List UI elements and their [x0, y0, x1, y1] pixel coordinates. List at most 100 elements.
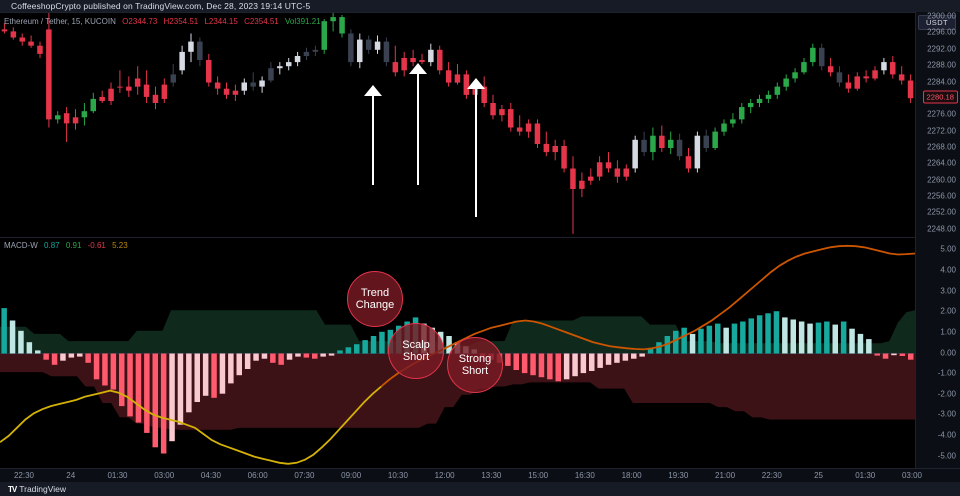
candle-body [223, 88, 230, 95]
macd-legend-value-1: 0.87 [44, 241, 60, 250]
macd-histogram-bar [261, 353, 268, 359]
macd-histogram-bar [731, 323, 738, 354]
price-axis-label: 2272.00 [927, 126, 956, 136]
candle-body [863, 76, 869, 79]
candle-body [596, 162, 603, 177]
candle-body [392, 62, 399, 73]
candle-body [303, 51, 310, 56]
last-price-tag[interactable]: 2280.18 [922, 90, 958, 104]
price-axis[interactable]: USDT 2300.00 2296.00 2292.00 2288.00 2284.00… [915, 12, 960, 237]
price-axis-label: 2252.00 [927, 207, 956, 217]
macd-histogram-bar [547, 353, 553, 380]
time-axis-label: 13:30 [481, 471, 502, 480]
macd-histogram-bar [605, 353, 612, 365]
macd-histogram-bar [849, 328, 855, 354]
arrow-shaft [417, 70, 419, 185]
candle-body [641, 139, 647, 153]
currency-badge[interactable]: USDT [918, 15, 956, 30]
candle-body [739, 107, 745, 120]
annotation-trend-change[interactable]: Trend Change [347, 271, 403, 327]
time-axis-label: 16:30 [574, 471, 595, 480]
macd-histogram-bar [563, 353, 570, 380]
macd-histogram-bar [18, 330, 24, 354]
time-axis-label: 12:00 [434, 471, 455, 480]
macd-axis-label: 1.00 [940, 327, 956, 337]
candle-body [410, 58, 416, 63]
candle-body [747, 103, 754, 108]
price-chart-pane[interactable] [0, 12, 915, 237]
macd-histogram-bar [656, 342, 662, 354]
candle-body [481, 86, 487, 103]
time-axis-label: 22:30 [13, 471, 35, 480]
candle-body [721, 123, 727, 132]
time-axis-label: 19:30 [668, 471, 689, 480]
price-axis-label: 2264.00 [927, 158, 956, 168]
candle-body [898, 74, 905, 81]
candle-body [588, 176, 594, 181]
candle-body [28, 41, 34, 46]
time-axis-label: 24 [66, 471, 76, 480]
candle-body [836, 72, 843, 83]
annotation-scalp-short[interactable]: Scalp Short [388, 323, 444, 379]
candle-body [676, 139, 683, 157]
macd-histogram-bar [647, 348, 654, 354]
macd-histogram-bar [798, 321, 805, 354]
macd-histogram-bar [824, 321, 830, 354]
candle-body [286, 62, 292, 67]
price-axis-label: 2300.00 [927, 11, 956, 21]
macd-histogram-bar [312, 353, 318, 359]
candle-body [543, 143, 550, 153]
price-legend-symbol[interactable]: Ethereum / Tether, 15, KUCOIN [4, 17, 116, 26]
candle-body [756, 98, 763, 103]
candle-body [152, 94, 159, 103]
candle-body [126, 86, 132, 91]
annotation-label: Strong Short [458, 352, 492, 378]
time-axis[interactable]: 22:30 24 01:30 03:00 04:30 06:00 07:30 09:00 10:… [0, 468, 960, 483]
macd-axis-label: -3.00 [937, 409, 956, 419]
price-axis-label: 2276.00 [927, 109, 956, 119]
candle-body [765, 94, 772, 99]
time-axis-label: 22:30 [761, 471, 782, 480]
annotation-strong-short[interactable]: Strong Short [447, 337, 503, 393]
candle-body [445, 70, 452, 83]
candle-body [339, 17, 345, 34]
macd-histogram-bar [782, 317, 788, 354]
arrow-3-up-arrow[interactable] [464, 78, 488, 218]
macd-histogram-bar [77, 353, 83, 357]
tradingview-logo[interactable]: TV TradingView [8, 485, 66, 495]
candle-body [90, 98, 96, 112]
macd-histogram-bar [219, 353, 226, 394]
time-axis-label: 18:00 [621, 471, 642, 480]
price-legend-open: O2344.73 [122, 17, 158, 26]
candle-body [268, 68, 274, 81]
macd-histogram-bar [689, 333, 696, 354]
macd-histogram-bar [572, 353, 578, 377]
candle-body [197, 41, 203, 60]
macd-histogram-bar [673, 330, 679, 354]
macd-histogram-bar [160, 353, 167, 454]
macd-histogram-bar [857, 333, 864, 354]
arrow-1-up-arrow[interactable] [361, 85, 385, 186]
arrow-2-up-arrow[interactable] [406, 63, 430, 186]
candle-body [72, 117, 79, 124]
macd-histogram-bar [773, 311, 780, 354]
macd-histogram-bar [589, 353, 595, 371]
candle-body [294, 56, 301, 63]
candle-body [117, 86, 123, 88]
macd-histogram-bar [555, 353, 561, 382]
macd-histogram-bar [370, 336, 377, 354]
macd-histogram-bar [698, 328, 704, 354]
annotation-label: Trend Change [355, 286, 395, 312]
macd-histogram-bar [597, 353, 603, 368]
macd-pane[interactable] [0, 237, 915, 468]
macd-legend-name[interactable]: MACD-W [4, 241, 38, 250]
macd-histogram-bar [194, 353, 200, 402]
candle-body [232, 90, 239, 95]
macd-histogram-bar [790, 319, 796, 354]
macd-histogram-bar [270, 353, 276, 363]
candle-body [810, 47, 816, 63]
macd-axis[interactable]: 5.00 4.00 3.00 2.00 1.00 0.00 -1.00 -2.00 -3.00 -… [915, 237, 960, 468]
candle-body [37, 45, 43, 54]
price-axis-label: 2256.00 [927, 191, 956, 201]
macd-histogram-bar [874, 353, 880, 356]
